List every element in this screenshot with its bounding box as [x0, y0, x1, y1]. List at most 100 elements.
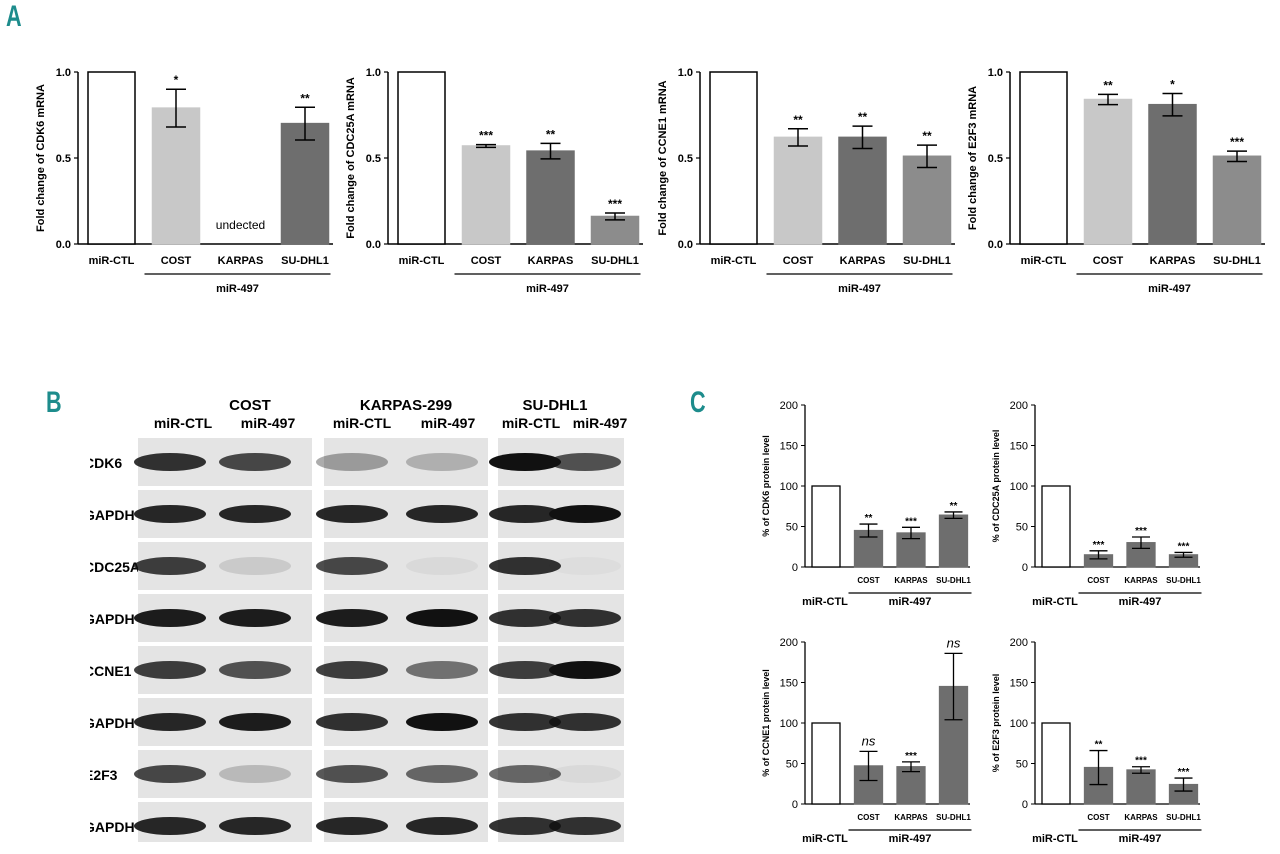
y-tick-label: 0: [1022, 799, 1028, 811]
protein-band: [219, 661, 291, 679]
x-tick-label: COST: [1093, 255, 1124, 267]
protein-band: [406, 713, 478, 731]
significance-label: **: [793, 113, 803, 127]
significance-label: **: [1103, 78, 1113, 92]
bar-mir-ctl: [811, 485, 841, 568]
significance-label: ***: [1135, 526, 1147, 537]
panel-letter-c: C: [690, 386, 706, 419]
x-tick-label: SU-DHL1: [1166, 813, 1201, 822]
y-tick-label: 1.0: [56, 67, 71, 79]
y-tick-label: 150: [1010, 678, 1028, 690]
y-tick-label: 50: [786, 759, 798, 771]
y-tick-label: 0.0: [678, 239, 693, 251]
protein-band: [219, 713, 291, 731]
y-tick-label: 100: [780, 718, 798, 730]
protein-label: GAPDH: [90, 715, 135, 731]
significance-label: ***: [1178, 541, 1190, 552]
bar-karpas: [896, 766, 926, 805]
protein-band: [549, 713, 621, 731]
y-tick-label: 0: [792, 562, 798, 574]
protein-label: GAPDH: [90, 819, 135, 835]
y-axis-label: Fold change of E2F3 mRNA: [967, 86, 979, 230]
protein-band: [219, 453, 291, 471]
y-tick-label: 1.0: [366, 67, 381, 79]
protein-band: [406, 765, 478, 783]
bar-mir-ctl: [709, 71, 758, 245]
significance-label: ***: [1093, 540, 1105, 551]
significance-label: ***: [1230, 135, 1244, 149]
bar-mir-ctl: [87, 71, 136, 245]
significance-label: ns: [947, 635, 961, 650]
protein-band: [316, 609, 388, 627]
protein-band: [316, 661, 388, 679]
y-tick-label: 0.5: [56, 153, 71, 165]
y-axis-label: Fold change of CDK6 mRNA: [35, 84, 47, 232]
protein-band: [316, 557, 388, 575]
ctl-label: miR-CTL: [802, 833, 848, 845]
protein-band: [134, 817, 206, 835]
group-label: miR-497: [526, 283, 569, 295]
protein-label: GAPDH: [90, 507, 135, 523]
x-tick-label: KARPAS: [1124, 576, 1158, 585]
y-tick-label: 50: [1016, 759, 1028, 771]
protein-band: [316, 817, 388, 835]
chart-c-1: 0 50 100 150 200 % of CDK6 protein level ** COS…: [761, 400, 972, 608]
x-tick-label: COST: [1087, 813, 1109, 822]
chart-a-2: 0.0 0.5 1.0 Fold change of CDC25A mRNA miR-C…: [345, 67, 643, 295]
y-tick-label: 200: [1010, 637, 1028, 649]
protein-band: [549, 661, 621, 679]
x-tick-label: COST: [161, 255, 192, 267]
cell-line-header: KARPAS-299: [360, 397, 452, 414]
protein-band: [489, 817, 561, 835]
cell-line-header: SU-DHL1: [522, 397, 587, 414]
x-tick-label: COST: [857, 576, 879, 585]
protein-band: [489, 713, 561, 731]
x-tick-label: SU-DHL1: [1166, 576, 1201, 585]
protein-band: [316, 453, 388, 471]
group-label: miR-497: [1119, 833, 1162, 845]
chart-c-3: 0 50 100 150 200 % of CCNE1 protein level ns CO…: [761, 635, 972, 845]
chart-a-4: 0.0 0.5 1.0 Fold change of E2F3 mRNA miR-CTL…: [967, 67, 1265, 295]
x-tick-label: SU-DHL1: [1213, 255, 1261, 267]
y-axis-label: % of CDK6 protein level: [761, 435, 771, 537]
bar-cost: [151, 107, 201, 245]
group-label: miR-497: [889, 833, 932, 845]
y-tick-label: 0.0: [988, 239, 1003, 251]
protein-band: [489, 453, 561, 471]
lane-label: miR-CTL: [154, 415, 213, 431]
blot-strip: [324, 438, 488, 486]
protein-band: [219, 557, 291, 575]
ctl-label: miR-CTL: [1032, 596, 1078, 608]
protein-band: [489, 765, 561, 783]
panel-letter-b: B: [46, 386, 62, 419]
x-tick-label: COST: [857, 813, 879, 822]
bar-mir-ctl: [397, 71, 446, 245]
x-tick-label: SU-DHL1: [591, 255, 639, 267]
x-tick-label: COST: [783, 255, 814, 267]
y-tick-label: 100: [1010, 718, 1028, 730]
protein-label: CCNE1: [90, 663, 132, 679]
x-tick-label: miR-CTL: [1021, 255, 1067, 267]
significance-label: *: [174, 73, 179, 87]
y-tick-label: 50: [1016, 522, 1028, 534]
significance-label: ***: [1135, 756, 1147, 767]
x-tick-label: KARPAS: [840, 255, 886, 267]
x-tick-label: miR-CTL: [711, 255, 757, 267]
y-axis-label: Fold change of CDC25A mRNA: [345, 77, 357, 239]
bar-karpas: [526, 150, 575, 245]
bar-su-dhl1: [1212, 155, 1262, 245]
significance-label: ***: [905, 751, 917, 762]
lane-label: miR-497: [573, 415, 628, 431]
protein-band: [489, 557, 561, 575]
group-label: miR-497: [838, 283, 881, 295]
ctl-label: miR-CTL: [802, 596, 848, 608]
protein-band: [406, 661, 478, 679]
lane-label: miR-497: [421, 415, 476, 431]
chart-c-4: 0 50 100 150 200 % of E2F3 protein level ** COS…: [991, 637, 1202, 845]
protein-label: CDC25A: [90, 559, 140, 575]
bar-mir-ctl: [1019, 71, 1068, 245]
bar-su-dhl1: [280, 122, 330, 245]
protein-band: [549, 765, 621, 783]
protein-label: GAPDH: [90, 611, 135, 627]
y-tick-label: 50: [786, 522, 798, 534]
